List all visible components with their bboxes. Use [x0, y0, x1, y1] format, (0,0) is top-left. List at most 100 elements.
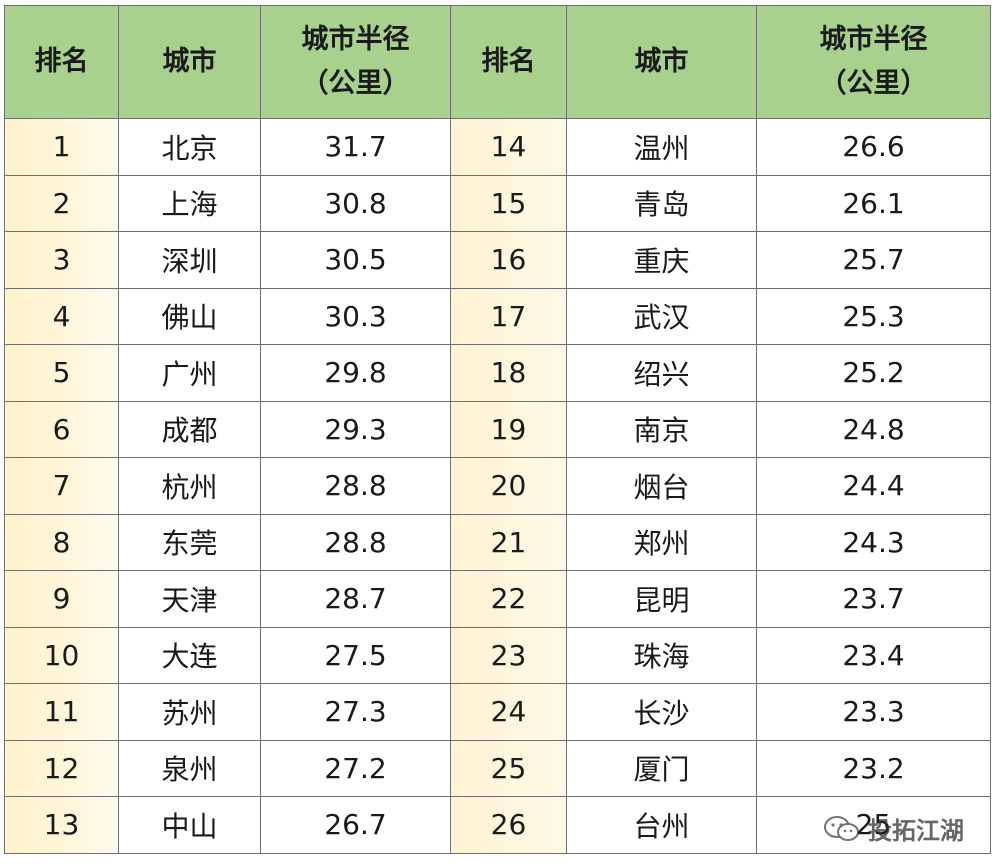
radius-cell: 26.7 [260, 796, 451, 854]
radius-cell: 29.8 [260, 344, 451, 402]
city-cell: 杭州 [118, 457, 261, 515]
city-cell: 苏州 [118, 683, 261, 741]
radius-cell: 27.2 [260, 739, 451, 797]
rank-cell: 9 [4, 570, 119, 628]
radius-cell: 23.2 [756, 739, 991, 797]
radius-cell: 28.7 [260, 570, 451, 628]
city-cell: 长沙 [566, 683, 757, 741]
radius-cell: 27.3 [260, 683, 451, 741]
top-strip [0, 0, 994, 4]
radius-cell: 30.3 [260, 287, 451, 345]
radius-cell: 29.3 [260, 400, 451, 458]
radius-cell: 25.2 [756, 344, 991, 402]
radius-cell: 25.3 [756, 287, 991, 345]
rank-cell: 6 [4, 400, 119, 458]
header-rank-right: 排名 [450, 5, 567, 119]
radius-cell: 24.4 [756, 457, 991, 515]
rank-cell: 8 [4, 513, 119, 571]
header-rank-left: 排名 [4, 5, 119, 119]
header-radius-line1: 城市半径 [819, 24, 928, 55]
table-row: 8 东莞 28.8 21 郑州 24.3 [4, 513, 991, 571]
table-body: 1 北京 31.7 14 温州 26.6 2 上海 30.8 15 青岛 26.1 3 深圳 30.5 16 重… [4, 118, 991, 854]
rank-cell: 13 [4, 796, 119, 854]
header-city-right: 城市 [566, 5, 757, 119]
city-radius-table: 排名 城市 城市半径 （公里） 排名 城市 城市半径 （公里） 1 北京 31.7 1… [4, 5, 991, 854]
watermark-text: 投拓江湖 [868, 817, 964, 845]
city-cell: 中山 [118, 796, 261, 854]
table-row: 11 苏州 27.3 24 长沙 23.3 [4, 683, 991, 741]
city-cell: 珠海 [566, 626, 757, 684]
rank-cell: 23 [450, 626, 567, 684]
table-row: 6 成都 29.3 19 南京 24.8 [4, 400, 991, 458]
radius-cell: 28.8 [260, 513, 451, 571]
city-cell: 泉州 [118, 739, 261, 797]
watermark: 投拓江湖 [822, 811, 964, 846]
table-row: 7 杭州 28.8 20 烟台 24.4 [4, 457, 991, 515]
city-cell: 烟台 [566, 457, 757, 515]
rank-cell: 17 [450, 287, 567, 345]
radius-cell: 31.7 [260, 118, 451, 176]
city-cell: 重庆 [566, 231, 757, 289]
rank-cell: 22 [450, 570, 567, 628]
header-radius-left: 城市半径 （公里） [260, 5, 451, 119]
rank-cell: 4 [4, 287, 119, 345]
radius-cell: 23.7 [756, 570, 991, 628]
header-city-left: 城市 [118, 5, 261, 119]
rank-cell: 1 [4, 118, 119, 176]
header-radius-line1: 城市半径 [301, 24, 410, 55]
rank-cell: 2 [4, 174, 119, 232]
table-row: 3 深圳 30.5 16 重庆 25.7 [4, 231, 991, 289]
radius-cell: 27.5 [260, 626, 451, 684]
rank-cell: 24 [450, 683, 567, 741]
rank-cell: 11 [4, 683, 119, 741]
header-radius-line2: （公里） [301, 68, 410, 99]
radius-cell: 24.8 [756, 400, 991, 458]
radius-cell: 25.7 [756, 231, 991, 289]
city-cell: 绍兴 [566, 344, 757, 402]
city-cell: 北京 [118, 118, 261, 176]
radius-cell: 23.3 [756, 683, 991, 741]
city-cell: 天津 [118, 570, 261, 628]
wechat-icon [824, 815, 859, 841]
radius-cell: 26.1 [756, 174, 991, 232]
radius-cell: 23.4 [756, 626, 991, 684]
city-cell: 台州 [566, 796, 757, 854]
city-cell: 厦门 [566, 739, 757, 797]
radius-cell: 28.8 [260, 457, 451, 515]
rank-cell: 20 [450, 457, 567, 515]
rank-cell: 25 [450, 739, 567, 797]
rank-cell: 3 [4, 231, 119, 289]
rank-cell: 14 [450, 118, 567, 176]
radius-cell: 30.5 [260, 231, 451, 289]
city-cell: 温州 [566, 118, 757, 176]
rank-cell: 19 [450, 400, 567, 458]
rank-cell: 10 [4, 626, 119, 684]
header-radius-line2: （公里） [819, 68, 928, 99]
city-cell: 成都 [118, 400, 261, 458]
radius-cell: 26.6 [756, 118, 991, 176]
header-radius-right: 城市半径 （公里） [756, 5, 991, 119]
radius-cell: 30.8 [260, 174, 451, 232]
radius-cell: 24.3 [756, 513, 991, 571]
rank-cell: 5 [4, 344, 119, 402]
table-row: 1 北京 31.7 14 温州 26.6 [4, 118, 991, 176]
rank-cell: 21 [450, 513, 567, 571]
city-cell: 武汉 [566, 287, 757, 345]
city-cell: 深圳 [118, 231, 261, 289]
header-row: 排名 城市 城市半径 （公里） 排名 城市 城市半径 （公里） [4, 5, 991, 119]
table-row: 5 广州 29.8 18 绍兴 25.2 [4, 344, 991, 402]
table-row: 4 佛山 30.3 17 武汉 25.3 [4, 287, 991, 345]
rank-cell: 12 [4, 739, 119, 797]
city-cell: 佛山 [118, 287, 261, 345]
radius-cell: 25 [756, 796, 991, 854]
table-row: 2 上海 30.8 15 青岛 26.1 [4, 174, 991, 232]
city-cell: 昆明 [566, 570, 757, 628]
table-row: 13 中山 26.7 26 台州 25 [4, 796, 991, 854]
rank-cell: 26 [450, 796, 567, 854]
table-row: 10 大连 27.5 23 珠海 23.4 [4, 626, 991, 684]
city-cell: 广州 [118, 344, 261, 402]
table-row: 9 天津 28.7 22 昆明 23.7 [4, 570, 991, 628]
city-cell: 南京 [566, 400, 757, 458]
table-row: 12 泉州 27.2 25 厦门 23.2 [4, 739, 991, 797]
city-cell: 上海 [118, 174, 261, 232]
